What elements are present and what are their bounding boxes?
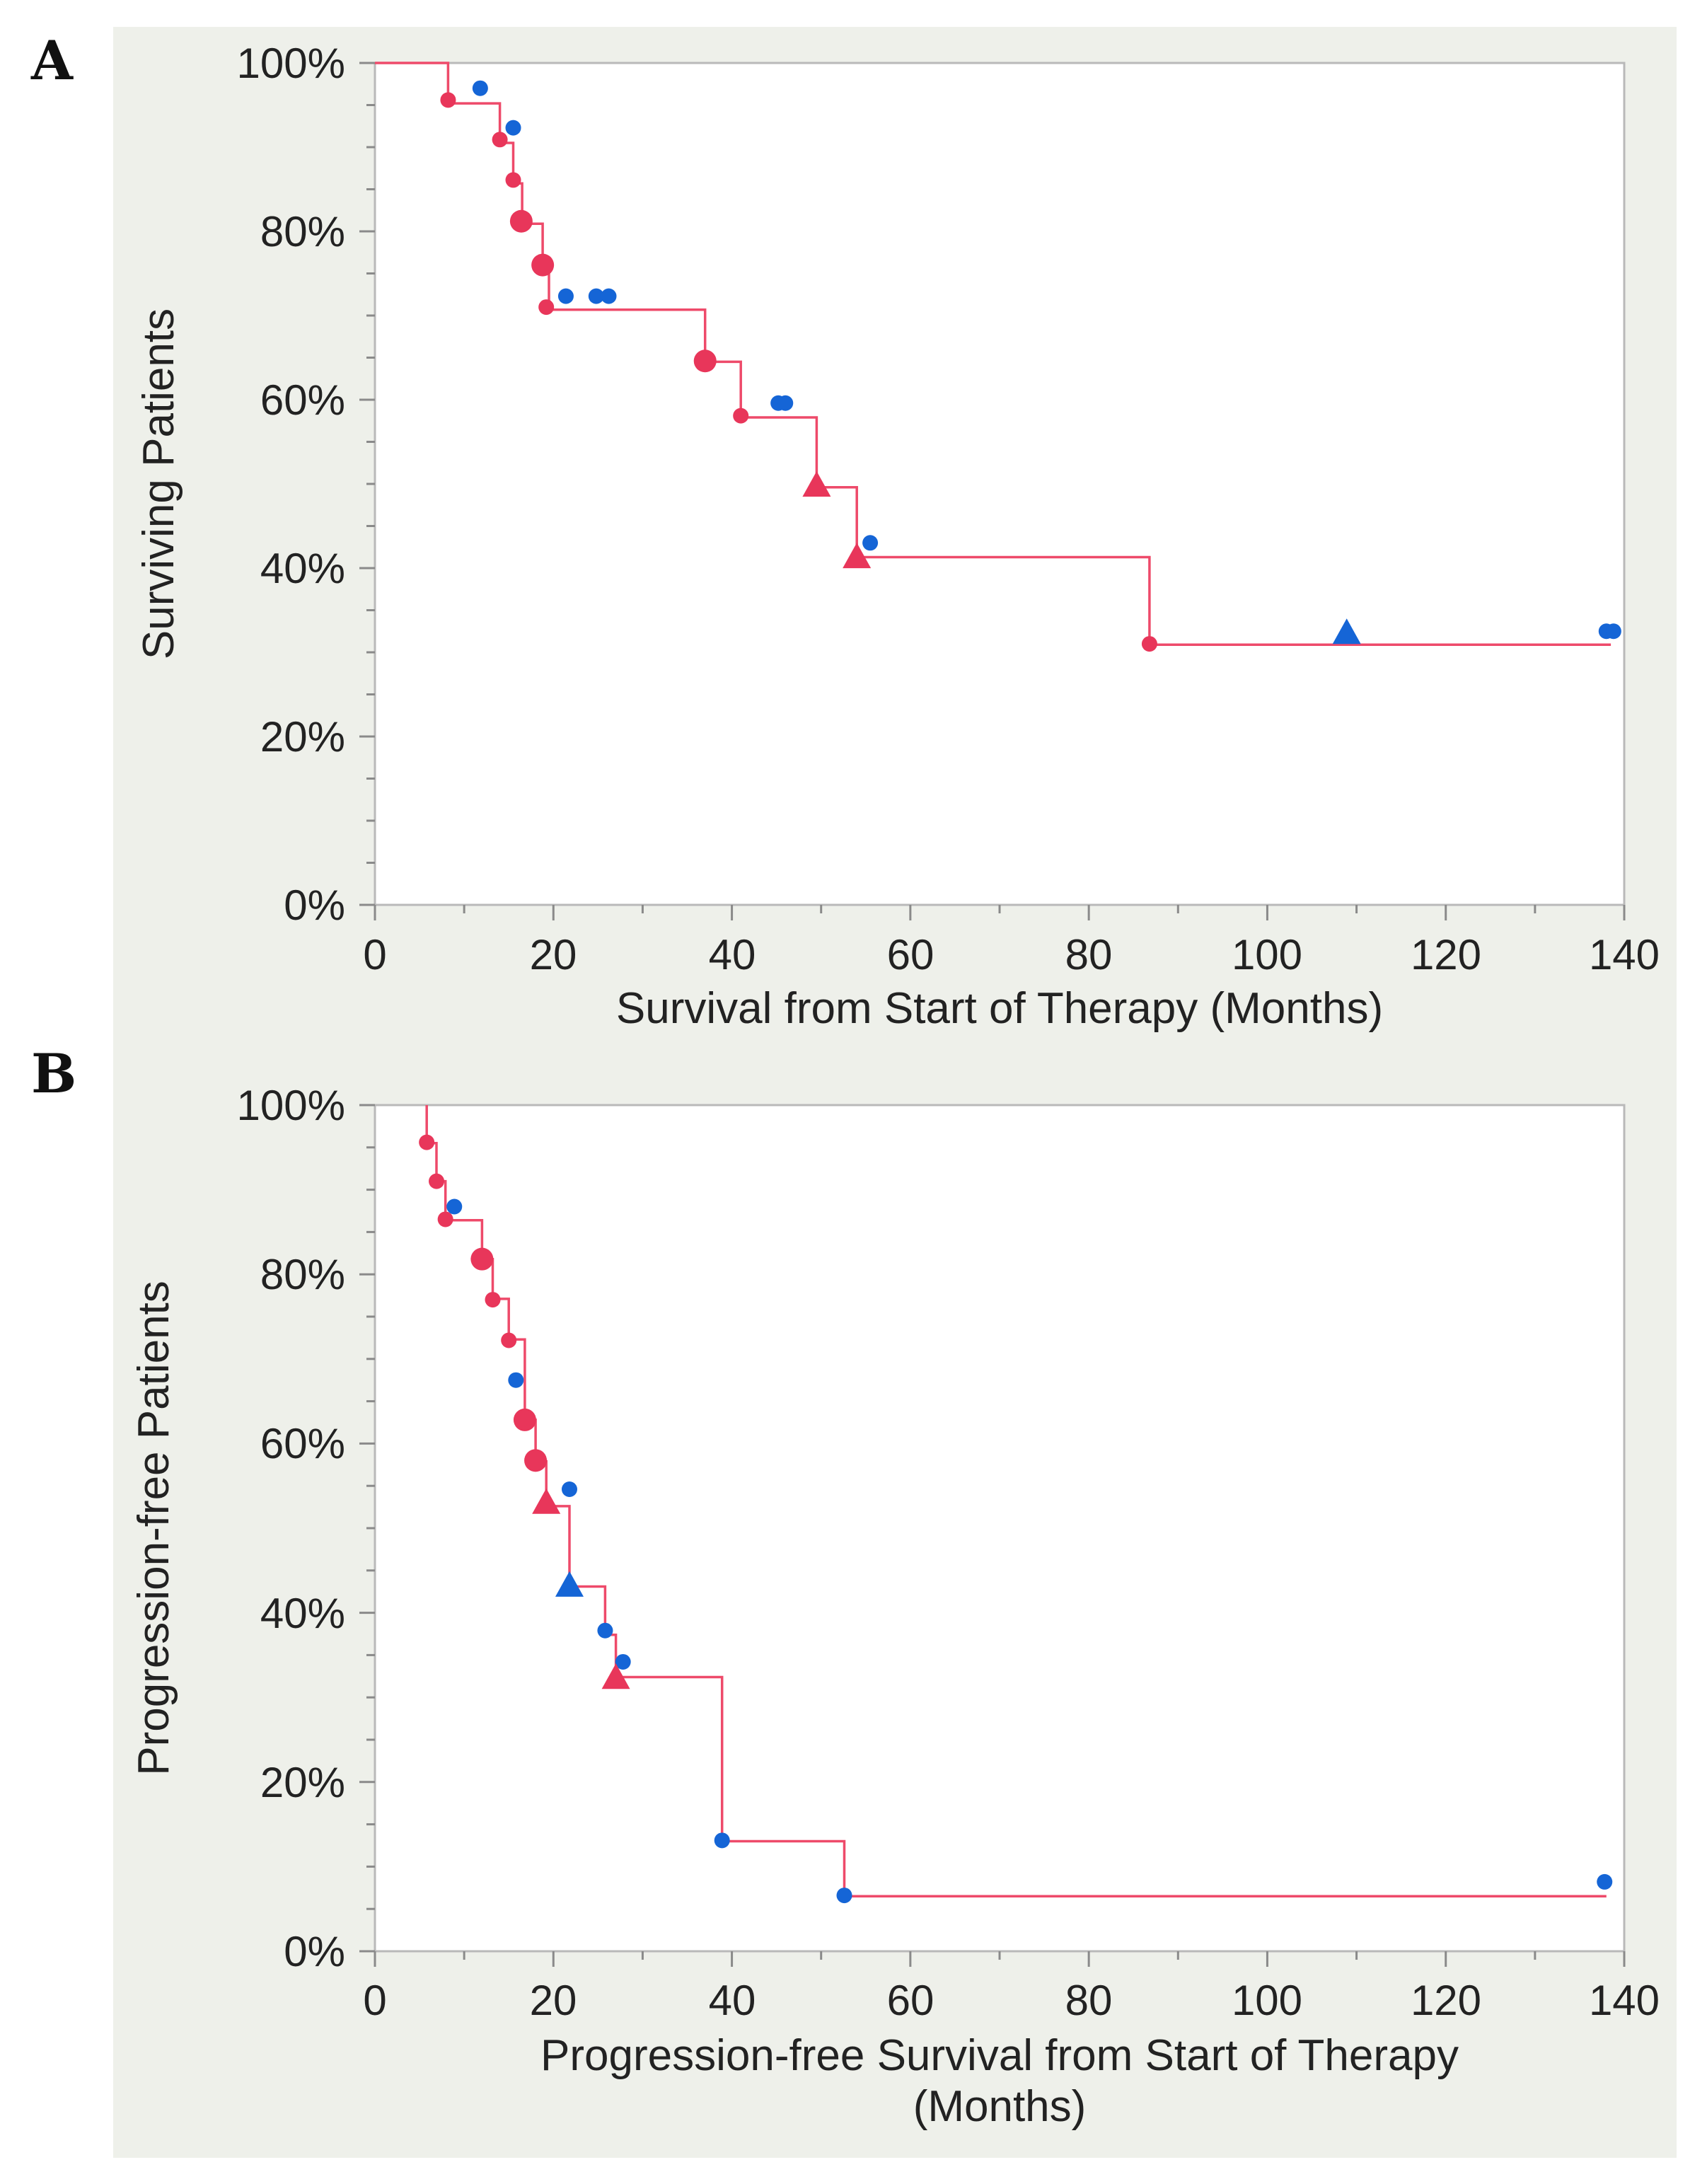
- panel-b: B 0% 20% 40% 60% 80% 100% 0 20 40 60 80 …: [31, 1042, 1660, 2131]
- ytick-label: 20%: [260, 1759, 345, 1806]
- panel-a-letter: A: [30, 29, 74, 92]
- censored-circle-marker: [508, 1372, 524, 1388]
- panel-a-plot-area: [374, 62, 1626, 906]
- panel-b-x-axis-title-line2: (Months): [913, 2082, 1087, 2131]
- event-triangle-marker: [601, 1663, 630, 1689]
- xtick-label: 100: [1232, 1977, 1302, 2024]
- xtick-label: 100: [1232, 931, 1302, 978]
- censored-circle-marker: [836, 1888, 852, 1904]
- xtick-label: 60: [887, 931, 934, 978]
- event-circle-marker: [505, 172, 521, 188]
- event-circle-marker: [531, 253, 555, 277]
- xtick-label: 140: [1589, 931, 1660, 978]
- panel-a-ytick-labels: 0% 20% 40% 60% 80% 100%: [237, 40, 345, 929]
- event-circle-marker: [470, 1247, 494, 1271]
- event-circle-marker: [419, 1134, 435, 1150]
- panel-b-xtick-labels: 0 20 40 60 80 100 120 140: [363, 1977, 1660, 2024]
- event-circle-marker: [693, 349, 717, 373]
- censored-triangle-marker: [555, 1571, 584, 1597]
- xtick-label: 80: [1065, 1977, 1113, 2024]
- event-circle-marker: [509, 209, 533, 233]
- xtick-label: 0: [363, 1977, 386, 2024]
- ytick-label: 20%: [260, 713, 345, 761]
- ytick-label: 0%: [284, 1928, 345, 1975]
- censored-triangle-marker: [1332, 618, 1361, 645]
- panel-a-y-axis-title: Surviving Patients: [134, 308, 183, 659]
- ytick-label: 80%: [260, 208, 345, 255]
- panel-a: A 0% 20% 40% 60% 80% 100% 0 20 40 60 80 …: [30, 29, 1660, 1033]
- censored-circle-marker: [561, 1481, 577, 1497]
- ytick-label: 100%: [237, 40, 345, 87]
- panel-b-x-axis-title-line1: Progression-free Survival from Start of …: [540, 2031, 1459, 2080]
- ytick-label: 60%: [260, 376, 345, 424]
- censored-circle-marker: [615, 1653, 631, 1670]
- event-triangle-marker: [843, 543, 872, 569]
- event-circle-marker: [437, 1211, 453, 1227]
- ytick-label: 40%: [260, 1590, 345, 1637]
- event-circle-marker: [440, 92, 456, 108]
- panel-a-x-axis-title: Survival from Start of Therapy (Months): [616, 984, 1383, 1033]
- censored-circle-marker: [557, 288, 574, 304]
- panel-b-plot-area: [374, 1104, 1626, 1953]
- panel-b-markers: [419, 1134, 1613, 1904]
- panel-b-y-axis-title: Progression-free Patients: [129, 1281, 178, 1776]
- panel-b-ytick-labels: 0% 20% 40% 60% 80% 100%: [237, 1082, 345, 1975]
- ytick-label: 100%: [237, 1082, 345, 1129]
- panel-a-ticks: [359, 62, 1626, 920]
- event-circle-marker: [1141, 636, 1157, 652]
- censored-circle-marker: [601, 288, 617, 304]
- xtick-label: 120: [1411, 1977, 1481, 2024]
- panel-b-letter: B: [31, 1042, 76, 1105]
- event-circle-marker: [513, 1408, 536, 1431]
- censored-circle-marker: [1597, 1873, 1613, 1890]
- xtick-label: 120: [1411, 931, 1481, 978]
- xtick-label: 20: [530, 931, 577, 978]
- censored-circle-marker: [505, 120, 521, 136]
- panel-a-markers: [440, 80, 1621, 652]
- event-triangle-marker: [532, 1488, 561, 1514]
- censored-circle-marker: [777, 395, 794, 411]
- censored-circle-marker: [446, 1198, 463, 1215]
- censored-circle-marker: [597, 1622, 613, 1639]
- panel-b-ticks: [359, 1104, 1626, 1967]
- event-circle-marker: [485, 1292, 501, 1308]
- censored-circle-marker: [862, 535, 879, 551]
- ytick-label: 40%: [260, 545, 345, 592]
- censored-circle-marker: [588, 288, 604, 304]
- panel-a-xtick-labels: 0 20 40 60 80 100 120 140: [363, 931, 1660, 978]
- xtick-label: 80: [1065, 931, 1113, 978]
- ytick-label: 60%: [260, 1420, 345, 1467]
- event-circle-marker: [492, 132, 508, 148]
- event-triangle-marker: [802, 471, 831, 497]
- censored-circle-marker: [1605, 623, 1621, 640]
- xtick-label: 40: [709, 931, 756, 978]
- event-circle-marker: [733, 408, 749, 424]
- censored-circle-marker: [714, 1832, 730, 1849]
- event-circle-marker: [524, 1449, 548, 1472]
- event-circle-marker: [538, 299, 555, 316]
- event-circle-marker: [501, 1332, 517, 1348]
- censored-circle-marker: [472, 80, 488, 96]
- xtick-label: 140: [1589, 1977, 1660, 2024]
- xtick-label: 60: [887, 1977, 934, 2024]
- event-circle-marker: [429, 1173, 445, 1189]
- ytick-label: 0%: [284, 882, 345, 929]
- xtick-label: 40: [709, 1977, 756, 2024]
- xtick-label: 0: [363, 931, 386, 978]
- xtick-label: 20: [530, 1977, 577, 2024]
- ytick-label: 80%: [260, 1251, 345, 1298]
